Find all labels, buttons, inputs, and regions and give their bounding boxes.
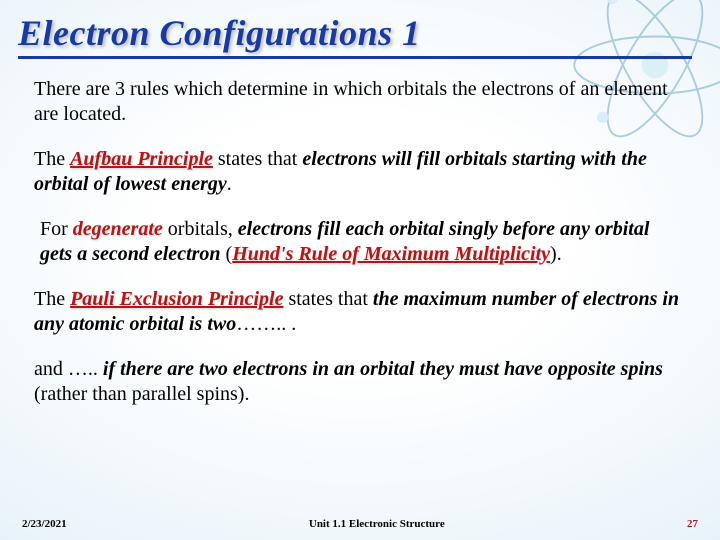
text: The xyxy=(34,148,70,170)
text: orbitals, xyxy=(163,218,238,240)
slide-title: Electron Configurations 1 xyxy=(18,12,692,59)
slide-content: Electron Configurations 1 There are 3 ru… xyxy=(0,0,720,540)
text: . xyxy=(227,173,232,195)
footer-page-number: 27 xyxy=(687,518,698,530)
hund-term: Hund's Rule of Maximum Multiplicity xyxy=(232,243,550,265)
slide-footer: 2/23/2021 Unit 1.1 Electronic Structure … xyxy=(0,518,720,530)
pauli-paragraph: The Pauli Exclusion Principle states tha… xyxy=(34,287,684,337)
text: ( xyxy=(221,243,233,265)
aufbau-paragraph: The Aufbau Principle states that electro… xyxy=(34,147,684,197)
text: ). xyxy=(550,243,562,265)
pauli-term: Pauli Exclusion Principle xyxy=(70,288,283,310)
text: (rather than parallel spins). xyxy=(34,383,249,405)
spins-statement: if there are two electrons in an orbital… xyxy=(103,358,663,380)
aufbau-term: Aufbau Principle xyxy=(70,148,213,170)
text: states that xyxy=(213,148,302,170)
text: For xyxy=(40,218,73,240)
text: The xyxy=(34,288,70,310)
intro-paragraph: There are 3 rules which determine in whi… xyxy=(34,77,684,127)
degenerate-term: degenerate xyxy=(73,218,163,240)
text: states that xyxy=(283,288,372,310)
spins-paragraph: and ….. if there are two electrons in an… xyxy=(34,357,684,407)
hund-paragraph: For degenerate orbitals, electrons fill … xyxy=(40,217,684,267)
text: …….. . xyxy=(236,313,296,335)
text: and ….. xyxy=(34,358,103,380)
footer-date: 2/23/2021 xyxy=(22,518,67,530)
footer-unit: Unit 1.1 Electronic Structure xyxy=(309,518,445,530)
